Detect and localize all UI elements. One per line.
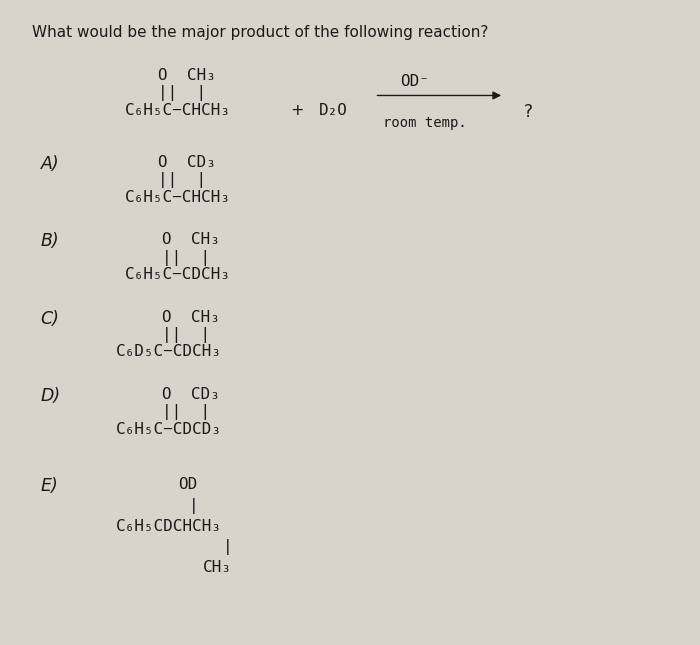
Text: C₆H₅C−CDCD₃: C₆H₅C−CDCD₃ <box>116 422 221 437</box>
Text: +: + <box>290 103 304 118</box>
Text: ||  |: || | <box>162 327 211 343</box>
Text: B): B) <box>41 232 60 250</box>
Text: D): D) <box>41 387 61 405</box>
Text: O  CH₃: O CH₃ <box>162 232 220 247</box>
Text: CH₃: CH₃ <box>203 560 232 575</box>
Text: C₆H₅C−CHCH₃: C₆H₅C−CHCH₃ <box>125 190 230 204</box>
Text: room temp.: room temp. <box>383 116 467 130</box>
Text: C): C) <box>41 310 60 328</box>
Text: OD: OD <box>178 477 197 492</box>
Text: |: | <box>189 498 199 514</box>
Text: A): A) <box>41 155 60 173</box>
Text: O  CH₃: O CH₃ <box>158 68 216 83</box>
Text: |: | <box>223 539 232 555</box>
Text: D₂O: D₂O <box>318 103 347 118</box>
Text: ||  |: || | <box>162 250 211 266</box>
Text: C₆H₅C−CHCH₃: C₆H₅C−CHCH₃ <box>125 103 230 118</box>
Text: C₆D₅C−CDCH₃: C₆D₅C−CDCH₃ <box>116 344 221 359</box>
Text: ||  |: || | <box>158 172 206 188</box>
Text: What would be the major product of the following reaction?: What would be the major product of the f… <box>32 25 488 39</box>
Text: ||  |: || | <box>158 85 206 101</box>
Text: O  CH₃: O CH₃ <box>162 310 220 324</box>
Text: C₆H₅CDCHCH₃: C₆H₅CDCHCH₃ <box>116 519 221 533</box>
Text: ?: ? <box>524 103 533 121</box>
Text: O  CD₃: O CD₃ <box>158 155 216 170</box>
Text: O  CD₃: O CD₃ <box>162 387 220 402</box>
Text: ||  |: || | <box>162 404 211 421</box>
Text: OD⁻: OD⁻ <box>400 74 429 89</box>
Text: E): E) <box>41 477 58 495</box>
Text: C₆H₅C−CDCH₃: C₆H₅C−CDCH₃ <box>125 267 230 282</box>
